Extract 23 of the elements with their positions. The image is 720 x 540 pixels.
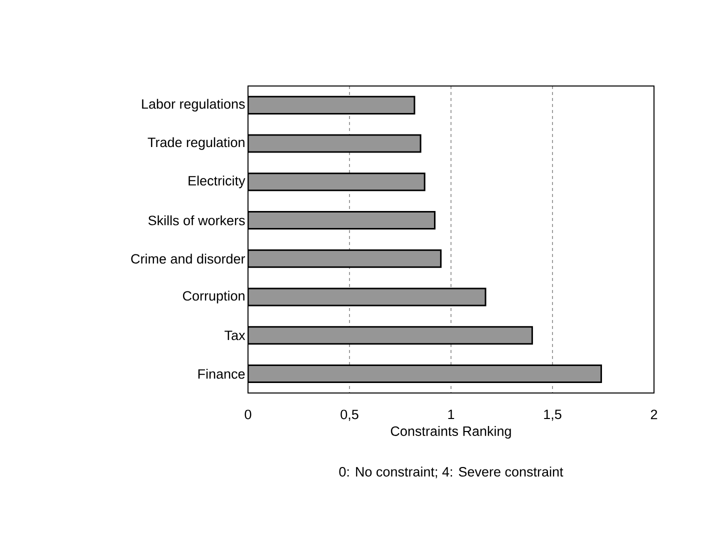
bar xyxy=(248,96,416,114)
y-tick-label: Crime and disorder xyxy=(131,254,246,264)
text: 0: No constraint; 4: Severe constraint xyxy=(339,466,564,478)
x-tick-label: 0 xyxy=(244,410,252,420)
x-tick-label: 2 xyxy=(650,410,658,420)
y-tick-label: Corruption xyxy=(182,290,244,304)
y-tick-label: Finance xyxy=(198,368,245,379)
x-axis-title: Constraints Ranking xyxy=(390,426,511,439)
bar xyxy=(248,288,486,306)
x-tick-label: 1 xyxy=(448,410,454,419)
bar xyxy=(248,364,602,384)
bar xyxy=(248,249,442,268)
y-tick-label: Trade regulation xyxy=(148,137,244,150)
bar xyxy=(248,172,426,192)
y-tick-label: Labor regulations xyxy=(142,98,245,112)
bar xyxy=(248,211,436,230)
y-tick-label: Skills of workers xyxy=(148,215,245,226)
bar xyxy=(248,134,422,153)
y-tick-label: Electricity xyxy=(188,176,246,188)
y-tick-label: Tax xyxy=(224,330,246,340)
bar xyxy=(248,326,533,345)
x-tick-label: 0,5 xyxy=(340,410,358,421)
x-tick-label: 1,5 xyxy=(544,410,562,421)
